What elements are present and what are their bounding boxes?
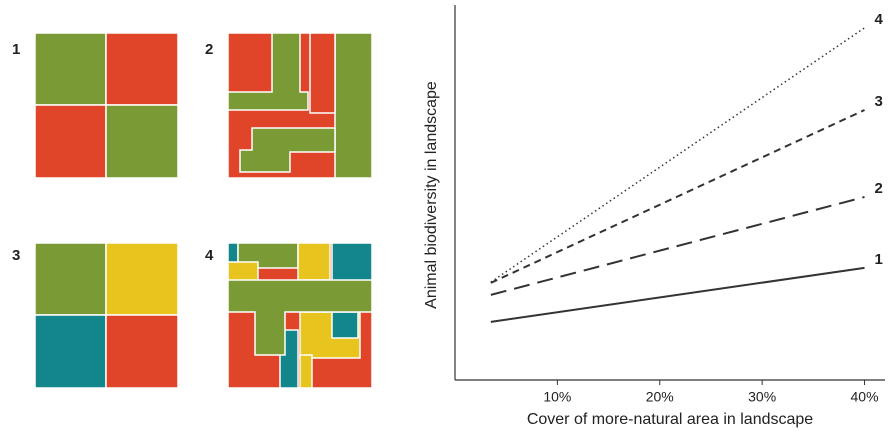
patch [105,32,179,106]
patch [237,242,299,269]
patch [227,261,259,283]
patch [105,104,179,179]
patch [331,311,359,339]
patch [309,32,336,114]
panel-label: 4 [205,247,214,264]
x-tick-label: 30% [748,389,776,405]
line [490,266,865,323]
patch [105,314,179,389]
series-label: 3 [875,93,883,110]
mosaic-1 [34,32,179,179]
patch [34,104,107,179]
patch [299,354,313,389]
panel-label: 1 [12,41,20,58]
patch [331,242,373,283]
series-label: 4 [875,11,884,28]
x-tick-label: 20% [646,389,674,405]
mosaic-2 [227,32,373,179]
mosaic-4 [227,242,373,389]
panel-label: 3 [12,247,20,264]
panel-label: 2 [205,41,213,58]
x-tick-label: 40% [851,389,879,405]
mosaic-3 [34,242,179,389]
patch [227,279,373,356]
patch [105,242,179,316]
series-label: 2 [875,180,883,197]
patch [334,32,373,179]
x-tick-label: 10% [543,389,571,405]
series-label: 1 [875,251,883,268]
patch [297,242,331,281]
patch [34,314,107,389]
x-axis-label: Cover of more-natural area in landscape [527,411,813,428]
line [490,109,865,284]
line [490,196,865,296]
patch [239,127,336,173]
patch [34,32,107,106]
patch [227,32,309,111]
line [490,27,865,283]
patch [34,242,107,316]
y-axis-label: Animal biodiversity in landscape [423,81,440,309]
